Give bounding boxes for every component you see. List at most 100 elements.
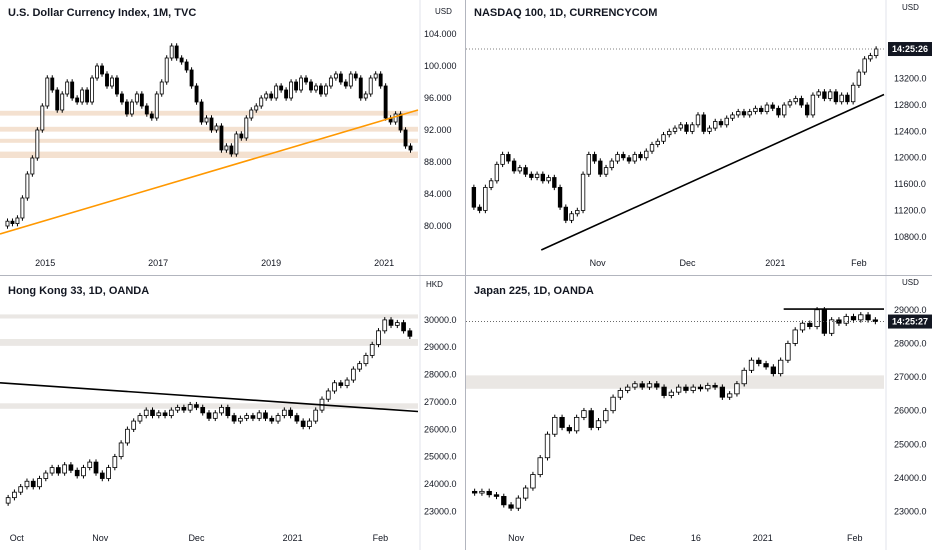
y-tick-label: 12400.0 (894, 126, 927, 136)
candle (799, 98, 804, 106)
candle (724, 117, 729, 126)
candle (552, 177, 557, 188)
candle (74, 469, 80, 477)
candle (288, 409, 293, 417)
currency-label: USD (902, 3, 919, 12)
candle (624, 386, 631, 391)
candle (810, 94, 816, 116)
candle (219, 406, 224, 414)
candle (269, 417, 275, 422)
candle (85, 89, 90, 103)
candle (124, 101, 129, 115)
candle (661, 386, 667, 396)
candle (209, 117, 214, 131)
candle (537, 457, 543, 475)
candle (563, 206, 568, 221)
x-tick-label: 2021 (374, 258, 394, 268)
trendline (0, 381, 419, 413)
candle (684, 124, 689, 132)
candle (697, 386, 704, 390)
candle (734, 383, 740, 395)
candle (284, 89, 289, 99)
y-tick-label: 12000.0 (894, 153, 927, 163)
x-tick-label: Nov (508, 533, 525, 543)
x-tick-label: Feb (847, 533, 863, 543)
candle (244, 415, 250, 419)
y-tick-label: 25000.0 (424, 452, 457, 462)
y-tick-label: 29000.0 (424, 342, 457, 352)
candle (843, 316, 849, 324)
candle (493, 494, 500, 497)
candle (865, 314, 871, 321)
candle (862, 58, 867, 73)
candle (471, 186, 477, 208)
candle (115, 77, 119, 95)
candle (638, 154, 643, 159)
chart-panel-nasdaq-100[interactable]: NASDAQ 100, 1D, CURRENCYCOM USD 13600.01… (466, 0, 932, 275)
candle (234, 133, 239, 155)
candle (313, 409, 319, 422)
candle (598, 160, 603, 175)
y-tick-label: 26000.0 (424, 424, 457, 434)
candle (850, 316, 857, 321)
candle (506, 154, 511, 162)
y-tick-label: 27000.0 (424, 397, 457, 407)
y-tick-label: 104.000 (424, 29, 457, 39)
candle (275, 415, 281, 422)
candle (269, 93, 274, 99)
candle (632, 383, 638, 388)
last-price-badge (888, 42, 932, 57)
candle (373, 73, 378, 79)
candle (552, 416, 558, 435)
candle (70, 81, 75, 99)
chart-title: Hong Kong 33, 1D, OANDA (8, 285, 149, 297)
candle (736, 111, 741, 116)
candle (299, 77, 303, 91)
candle (486, 490, 492, 496)
chart-panel-usd-index[interactable]: U.S. Dollar Currency Index, 1M, TVC USD … (0, 0, 457, 275)
chart-panel-hong-kong-33[interactable]: Hong Kong 33, 1D, OANDA HKD 30000.0 29000… (0, 276, 457, 550)
candle (668, 391, 675, 396)
candle (25, 173, 30, 199)
candle (139, 93, 144, 107)
candle (804, 104, 810, 116)
candle (81, 467, 86, 477)
candle (187, 404, 193, 411)
candle (494, 163, 500, 182)
candle (557, 186, 563, 208)
candle (483, 186, 488, 211)
x-tick-label: Nov (92, 533, 109, 543)
candle (344, 379, 350, 386)
candle (839, 94, 844, 103)
candle (649, 144, 655, 152)
chart-panel-japan-225[interactable]: Japan 225, 1D, OANDA USD 29000.0 28000.0 2… (466, 276, 932, 550)
candle (759, 107, 764, 113)
x-tick-label: Oct (10, 533, 25, 543)
candle (5, 220, 10, 227)
candle (603, 167, 609, 175)
candle (304, 77, 308, 83)
y-tick-label: 84.000 (424, 189, 452, 199)
candle (184, 61, 189, 71)
candle (845, 94, 850, 103)
support-zone (0, 126, 418, 132)
y-tick-label: 80.000 (424, 221, 452, 231)
candle (515, 497, 522, 509)
candle (401, 322, 406, 332)
candle (328, 77, 333, 87)
candle (705, 385, 711, 390)
candle (610, 396, 616, 412)
candle (338, 73, 343, 83)
candle (159, 81, 164, 95)
candle (194, 404, 199, 408)
candle (534, 173, 540, 178)
candle (348, 73, 353, 87)
candle (68, 464, 74, 471)
support-zone (466, 375, 884, 389)
candle (169, 45, 174, 59)
candle (118, 442, 124, 458)
x-tick-label: 16 (691, 533, 701, 543)
chart-title: Japan 225, 1D, OANDA (474, 285, 594, 297)
candle (530, 474, 536, 489)
candle (99, 472, 105, 479)
